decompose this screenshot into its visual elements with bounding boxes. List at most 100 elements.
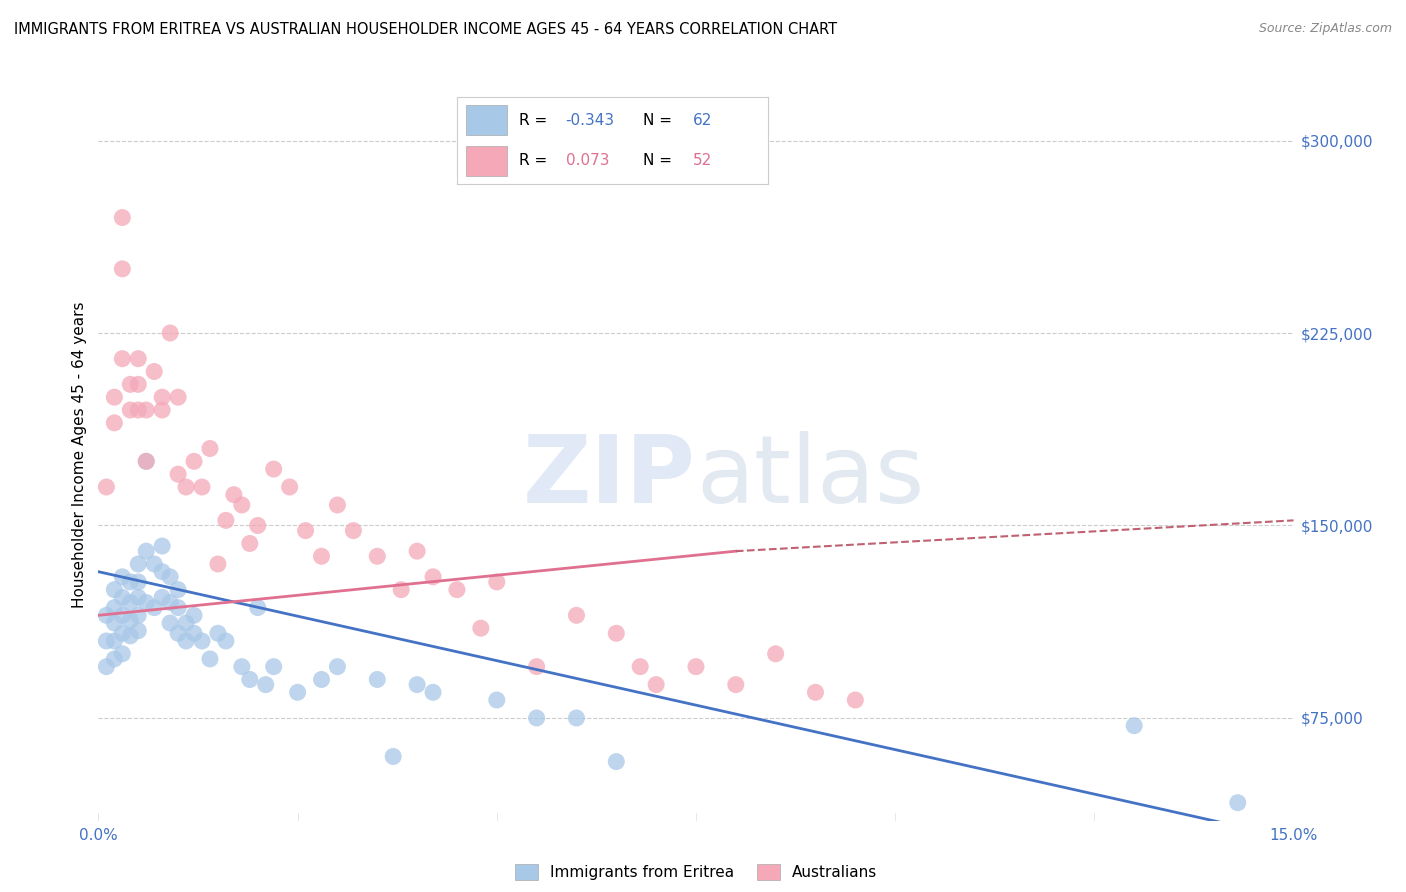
Point bbox=[263, 462, 285, 476]
Point bbox=[804, 685, 827, 699]
Point bbox=[645, 678, 668, 692]
Point bbox=[239, 536, 262, 550]
Point bbox=[120, 403, 142, 417]
Point bbox=[135, 403, 157, 417]
Point bbox=[246, 600, 269, 615]
Point bbox=[111, 647, 134, 661]
Point bbox=[127, 351, 149, 366]
Point bbox=[485, 574, 508, 589]
Point bbox=[159, 570, 181, 584]
Point bbox=[143, 364, 166, 378]
Point bbox=[159, 595, 181, 609]
Point bbox=[103, 390, 125, 404]
Point bbox=[127, 557, 149, 571]
Point bbox=[278, 480, 301, 494]
Point bbox=[111, 608, 134, 623]
Point bbox=[183, 454, 205, 468]
Point bbox=[485, 693, 508, 707]
Point bbox=[150, 390, 173, 404]
Point bbox=[111, 591, 134, 605]
Point bbox=[135, 595, 157, 609]
Point bbox=[167, 390, 190, 404]
Point bbox=[150, 539, 173, 553]
Point bbox=[167, 626, 190, 640]
Point bbox=[111, 626, 134, 640]
Point bbox=[103, 600, 125, 615]
Point bbox=[215, 634, 238, 648]
Point bbox=[111, 570, 134, 584]
Point bbox=[135, 454, 157, 468]
Point bbox=[103, 416, 125, 430]
Point bbox=[103, 582, 125, 597]
Point bbox=[135, 454, 157, 468]
Point bbox=[183, 626, 205, 640]
Point bbox=[254, 678, 277, 692]
Point bbox=[526, 659, 548, 673]
Point bbox=[120, 377, 142, 392]
Point bbox=[628, 659, 651, 673]
Point bbox=[422, 570, 444, 584]
Point bbox=[127, 574, 149, 589]
Point bbox=[287, 685, 309, 699]
Point bbox=[246, 518, 269, 533]
Point bbox=[183, 608, 205, 623]
Point bbox=[215, 513, 238, 527]
Point bbox=[207, 626, 229, 640]
Point bbox=[150, 565, 173, 579]
Legend: Immigrants from Eritrea, Australians: Immigrants from Eritrea, Australians bbox=[509, 858, 883, 886]
Point bbox=[565, 711, 588, 725]
Text: ZIP: ZIP bbox=[523, 431, 696, 523]
Point bbox=[127, 403, 149, 417]
Point bbox=[167, 467, 190, 482]
Point bbox=[167, 600, 190, 615]
Point bbox=[127, 377, 149, 392]
Point bbox=[198, 652, 221, 666]
Point bbox=[159, 326, 181, 340]
Point bbox=[96, 608, 118, 623]
Point bbox=[231, 498, 253, 512]
Text: atlas: atlas bbox=[696, 431, 924, 523]
Point bbox=[120, 629, 142, 643]
Point bbox=[96, 659, 118, 673]
Point bbox=[150, 403, 173, 417]
Point bbox=[111, 261, 134, 276]
Point bbox=[685, 659, 707, 673]
Point bbox=[526, 711, 548, 725]
Point bbox=[120, 614, 142, 628]
Point bbox=[120, 595, 142, 609]
Point bbox=[605, 755, 627, 769]
Point bbox=[724, 678, 747, 692]
Point bbox=[111, 211, 134, 225]
Point bbox=[366, 673, 388, 687]
Point bbox=[191, 634, 214, 648]
Point bbox=[103, 652, 125, 666]
Point bbox=[389, 582, 412, 597]
Point bbox=[231, 659, 253, 673]
Point bbox=[127, 591, 149, 605]
Point bbox=[127, 608, 149, 623]
Point bbox=[239, 673, 262, 687]
Point bbox=[765, 647, 787, 661]
Point bbox=[103, 634, 125, 648]
Point bbox=[422, 685, 444, 699]
Point bbox=[446, 582, 468, 597]
Point bbox=[207, 557, 229, 571]
Point bbox=[1123, 719, 1146, 733]
Point bbox=[111, 351, 134, 366]
Point bbox=[120, 574, 142, 589]
Point bbox=[127, 624, 149, 638]
Point bbox=[1226, 796, 1249, 810]
Point bbox=[326, 659, 349, 673]
Text: Source: ZipAtlas.com: Source: ZipAtlas.com bbox=[1258, 22, 1392, 36]
Point bbox=[143, 600, 166, 615]
Point bbox=[198, 442, 221, 456]
Y-axis label: Householder Income Ages 45 - 64 years: Householder Income Ages 45 - 64 years bbox=[72, 301, 87, 608]
Point bbox=[565, 608, 588, 623]
Point bbox=[103, 615, 125, 630]
Point bbox=[191, 480, 214, 494]
Point bbox=[406, 678, 429, 692]
Point bbox=[222, 488, 245, 502]
Point bbox=[311, 673, 333, 687]
Point bbox=[382, 749, 405, 764]
Point bbox=[159, 615, 181, 630]
